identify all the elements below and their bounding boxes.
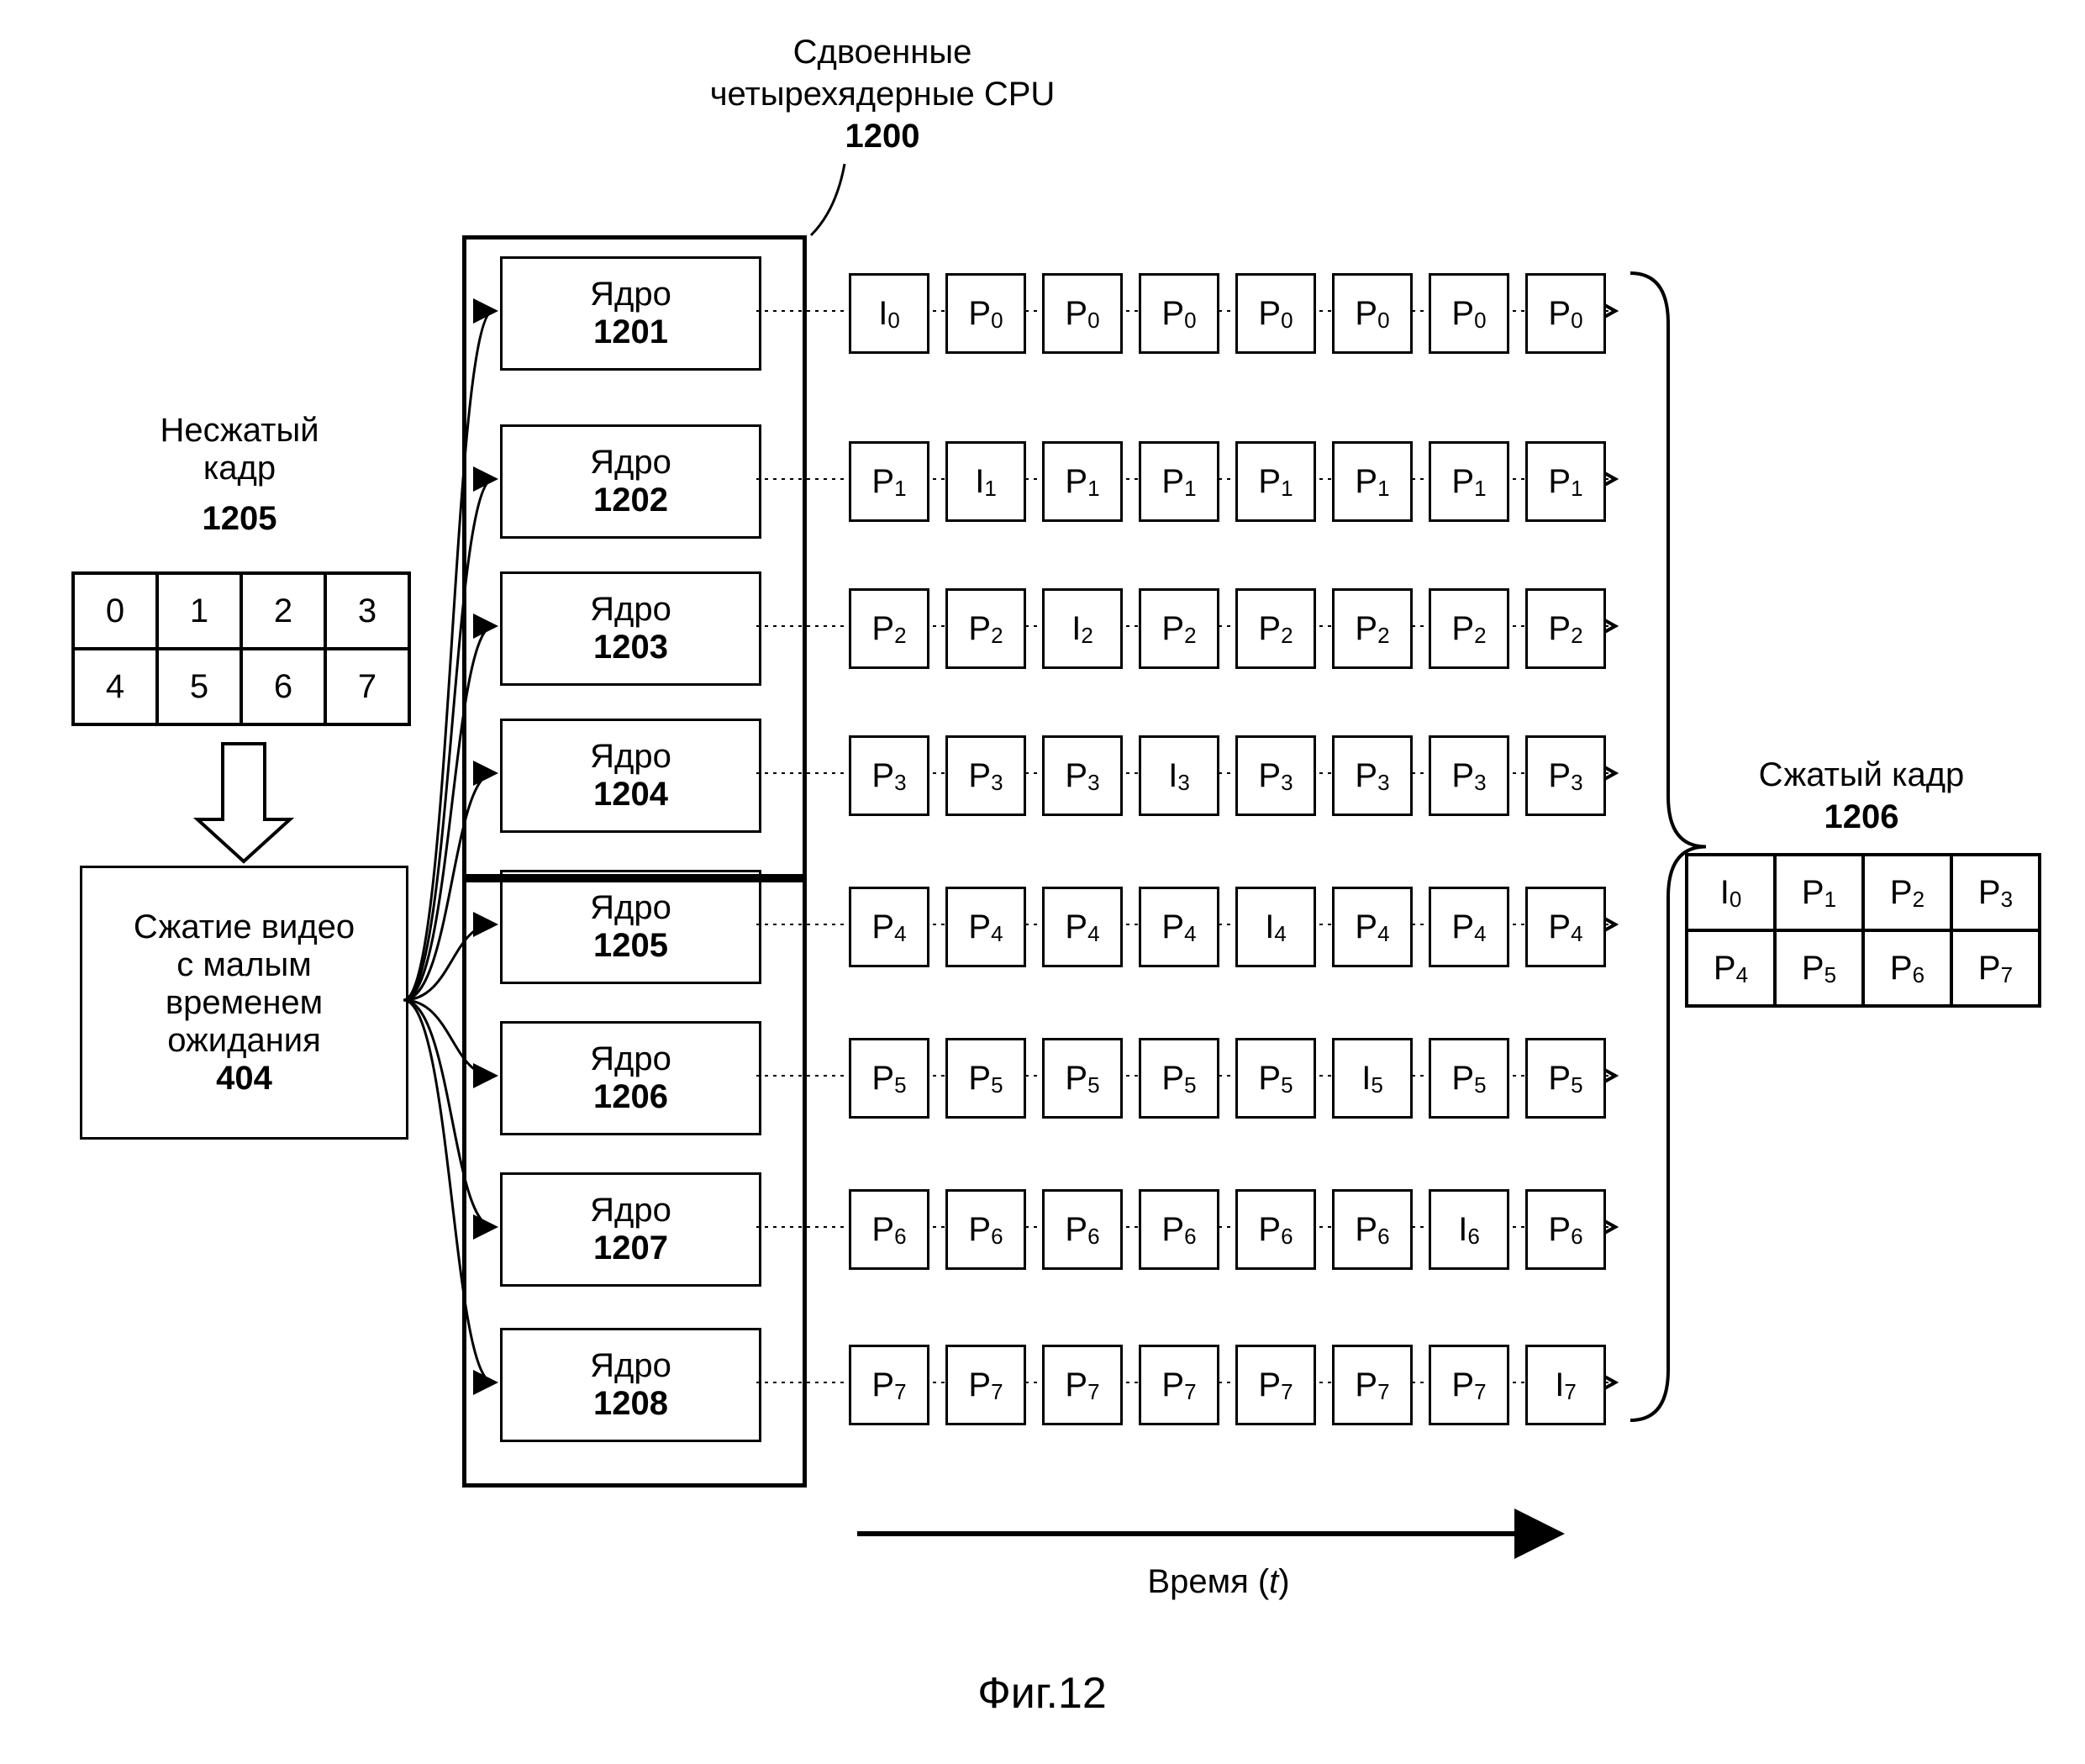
p-frame-cell: P5 bbox=[945, 1038, 1026, 1119]
grid-cell: 3 bbox=[325, 573, 409, 649]
p-frame-cell: P1 bbox=[1525, 441, 1606, 522]
p-frame-cell: P3 bbox=[1235, 735, 1316, 816]
p-frame-cell: P7 bbox=[849, 1345, 929, 1425]
p-frame-cell: P7 bbox=[945, 1345, 1026, 1425]
grid-cell: P4 bbox=[1687, 930, 1775, 1006]
grid-cell: 7 bbox=[325, 649, 409, 724]
p-frame-cell: P0 bbox=[1429, 273, 1509, 354]
grid-cell: P5 bbox=[1775, 930, 1863, 1006]
grid-cell: 0 bbox=[73, 573, 157, 649]
grid-cell: P7 bbox=[1951, 930, 2040, 1006]
core-1205: Ядро1205 bbox=[500, 870, 761, 984]
core-1207: Ядро1207 bbox=[500, 1172, 761, 1287]
uncompressed-frame-grid: 0123 4567 bbox=[71, 571, 411, 726]
i-frame-cell: I2 bbox=[1042, 588, 1123, 669]
i-frame-cell: I6 bbox=[1429, 1189, 1509, 1270]
p-frame-cell: P4 bbox=[1332, 887, 1413, 967]
p-frame-cell: P5 bbox=[1139, 1038, 1219, 1119]
p-frame-cell: P0 bbox=[1525, 273, 1606, 354]
core-1202: Ядро1202 bbox=[500, 424, 761, 539]
p-frame-cell: P2 bbox=[849, 588, 929, 669]
p-frame-cell: P1 bbox=[1429, 441, 1509, 522]
p-frame-cell: P3 bbox=[1042, 735, 1123, 816]
p-frame-cell: P6 bbox=[1332, 1189, 1413, 1270]
p-frame-cell: P0 bbox=[1332, 273, 1413, 354]
p-frame-cell: P1 bbox=[1332, 441, 1413, 522]
p-frame-cell: P7 bbox=[1235, 1345, 1316, 1425]
core-1203: Ядро1203 bbox=[500, 571, 761, 686]
p-frame-cell: P2 bbox=[1139, 588, 1219, 669]
p-frame-cell: P5 bbox=[1525, 1038, 1606, 1119]
p-frame-cell: P6 bbox=[1042, 1189, 1123, 1270]
p-frame-cell: P6 bbox=[945, 1189, 1026, 1270]
grid-cell: 2 bbox=[241, 573, 325, 649]
p-frame-cell: P1 bbox=[1235, 441, 1316, 522]
i-frame-cell: I7 bbox=[1525, 1345, 1606, 1425]
p-frame-cell: P2 bbox=[1235, 588, 1316, 669]
p-frame-cell: P0 bbox=[1235, 273, 1316, 354]
p-frame-cell: P3 bbox=[1429, 735, 1509, 816]
p-frame-cell: P7 bbox=[1429, 1345, 1509, 1425]
p-frame-cell: P1 bbox=[849, 441, 929, 522]
p-frame-cell: P7 bbox=[1332, 1345, 1413, 1425]
core-1206: Ядро1206 bbox=[500, 1021, 761, 1135]
p-frame-cell: P2 bbox=[1332, 588, 1413, 669]
grid-cell: 6 bbox=[241, 649, 325, 724]
p-frame-cell: P1 bbox=[1042, 441, 1123, 522]
i-frame-cell: I3 bbox=[1139, 735, 1219, 816]
p-frame-cell: P3 bbox=[849, 735, 929, 816]
p-frame-cell: P4 bbox=[1525, 887, 1606, 967]
p-frame-cell: P2 bbox=[1429, 588, 1509, 669]
i-frame-cell: I0 bbox=[849, 273, 929, 354]
grid-cell: 4 bbox=[73, 649, 157, 724]
p-frame-cell: P6 bbox=[1235, 1189, 1316, 1270]
p-frame-cell: P1 bbox=[1139, 441, 1219, 522]
grid-cell: P2 bbox=[1863, 855, 1951, 930]
p-frame-cell: P0 bbox=[945, 273, 1026, 354]
p-frame-cell: P0 bbox=[1042, 273, 1123, 354]
grid-cell: 1 bbox=[157, 573, 241, 649]
p-frame-cell: P5 bbox=[1042, 1038, 1123, 1119]
grid-cell: P6 bbox=[1863, 930, 1951, 1006]
p-frame-cell: P6 bbox=[849, 1189, 929, 1270]
i-frame-cell: I5 bbox=[1332, 1038, 1413, 1119]
i-frame-cell: I1 bbox=[945, 441, 1026, 522]
i-frame-cell: I4 bbox=[1235, 887, 1316, 967]
p-frame-cell: P2 bbox=[945, 588, 1026, 669]
p-frame-cell: P5 bbox=[1235, 1038, 1316, 1119]
core-1208: Ядро1208 bbox=[500, 1328, 761, 1442]
compressor-box: Сжатие видеос малымвременеможидания404 bbox=[80, 866, 408, 1140]
p-frame-cell: P4 bbox=[1429, 887, 1509, 967]
p-frame-cell: P6 bbox=[1525, 1189, 1606, 1270]
grid-cell: I0 bbox=[1687, 855, 1775, 930]
compressed-frame-grid: I0P1P2P3 P4P5P6P7 bbox=[1685, 853, 2041, 1008]
p-frame-cell: P2 bbox=[1525, 588, 1606, 669]
p-frame-cell: P3 bbox=[1332, 735, 1413, 816]
p-frame-cell: P4 bbox=[1042, 887, 1123, 967]
p-frame-cell: P4 bbox=[945, 887, 1026, 967]
grid-cell: P1 bbox=[1775, 855, 1863, 930]
core-1201: Ядро1201 bbox=[500, 256, 761, 371]
grid-cell: 5 bbox=[157, 649, 241, 724]
p-frame-cell: P7 bbox=[1139, 1345, 1219, 1425]
p-frame-cell: P3 bbox=[945, 735, 1026, 816]
core-1204: Ядро1204 bbox=[500, 719, 761, 833]
p-frame-cell: P6 bbox=[1139, 1189, 1219, 1270]
p-frame-cell: P3 bbox=[1525, 735, 1606, 816]
p-frame-cell: P5 bbox=[1429, 1038, 1509, 1119]
p-frame-cell: P4 bbox=[849, 887, 929, 967]
grid-cell: P3 bbox=[1951, 855, 2040, 930]
p-frame-cell: P0 bbox=[1139, 273, 1219, 354]
p-frame-cell: P7 bbox=[1042, 1345, 1123, 1425]
p-frame-cell: P4 bbox=[1139, 887, 1219, 967]
p-frame-cell: P5 bbox=[849, 1038, 929, 1119]
